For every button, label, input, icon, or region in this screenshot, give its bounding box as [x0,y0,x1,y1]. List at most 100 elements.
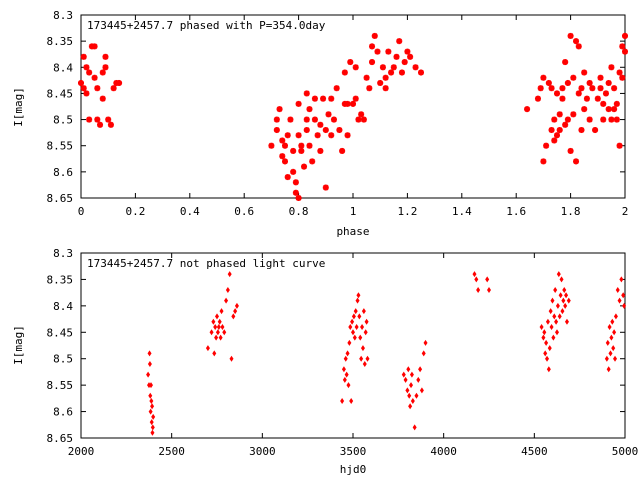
data-point [412,424,417,431]
data-point [546,366,551,373]
y-tick-label: 8.65 [47,432,74,445]
data-point [146,371,151,378]
x-tick-label: 1 [350,205,357,218]
data-point [80,85,87,92]
data-point [559,276,564,283]
data-point [214,334,219,341]
data-point [552,313,557,320]
data-point [487,287,491,293]
data-point [212,350,217,357]
data-point [322,184,329,191]
data-point [423,339,428,346]
data-point [360,324,365,330]
data-point [317,147,324,154]
data-point [622,302,627,309]
x-axis-label: phase [336,225,369,238]
data-point [350,318,355,325]
data-point [409,382,414,389]
data-point [534,95,541,102]
data-point [287,116,294,123]
data-point [83,64,90,71]
data-point [303,116,310,123]
data-point [406,366,411,373]
data-point [149,398,154,404]
x-tick-label: 1.2 [397,205,417,218]
data-point [148,392,153,399]
data-point [606,366,611,373]
data-point [359,355,364,362]
data-point [474,276,479,283]
data-point [616,142,623,149]
chart-title: 173445+2457.7 not phased light curve [87,257,325,270]
data-point [586,116,593,123]
data-point [401,371,406,378]
data-point [548,127,555,134]
data-point [408,403,413,410]
data-point [385,48,392,55]
data-point [151,413,156,420]
data-point [369,59,376,66]
data-point [94,85,101,92]
data-point [295,100,302,107]
data-point [537,85,544,92]
data-point [543,350,548,357]
data-point [328,95,335,102]
data-point [416,376,421,383]
data-point [273,127,280,134]
data-point [418,366,423,373]
y-axis-label: I[mag] [12,87,25,127]
data-point [97,121,104,128]
data-point [344,132,351,139]
data-point [314,132,321,139]
y-tick-label: 8.4 [53,61,73,74]
data-point [99,69,106,76]
data-point [548,308,553,315]
data-point [547,345,552,352]
data-point [419,387,424,394]
x-tick-label: 5000 [612,445,639,458]
data-point [219,308,224,315]
data-point [602,90,609,97]
data-point [594,95,601,102]
data-point [613,116,620,123]
data-point [325,111,332,118]
data-point [612,329,617,336]
y-tick-label: 8.55 [47,140,74,153]
data-points [78,32,628,201]
data-point [398,69,405,76]
data-point [150,403,155,410]
data-point [555,329,559,336]
data-point [382,74,389,81]
data-point [540,158,547,165]
data-point [356,292,361,299]
data-point [608,116,615,123]
data-point [233,308,238,315]
data-point [340,398,345,404]
x-tick-label: 0.8 [289,205,309,218]
y-tick-label: 8.4 [53,300,73,313]
data-point [322,127,329,134]
data-point [550,297,555,304]
x-tick-label: 4500 [521,445,548,458]
data-point [551,334,556,341]
data-point [567,32,574,39]
x-tick-label: 1.6 [506,205,526,218]
data-point [581,106,588,113]
data-point [575,43,582,50]
x-tick-label: 3500 [340,445,367,458]
data-point [217,318,222,325]
data-point [347,339,352,346]
y-tick-label: 8.3 [53,9,73,22]
data-point [224,297,229,304]
data-point [360,116,367,123]
data-point [86,116,93,123]
x-axis-label: hjd0 [340,463,367,476]
data-point [363,74,370,81]
data-point [564,318,569,325]
y-tick-label: 8.5 [53,353,73,366]
data-point [597,74,604,81]
data-point [215,313,219,320]
data-point [382,85,389,92]
x-tick-label: 4000 [430,445,457,458]
